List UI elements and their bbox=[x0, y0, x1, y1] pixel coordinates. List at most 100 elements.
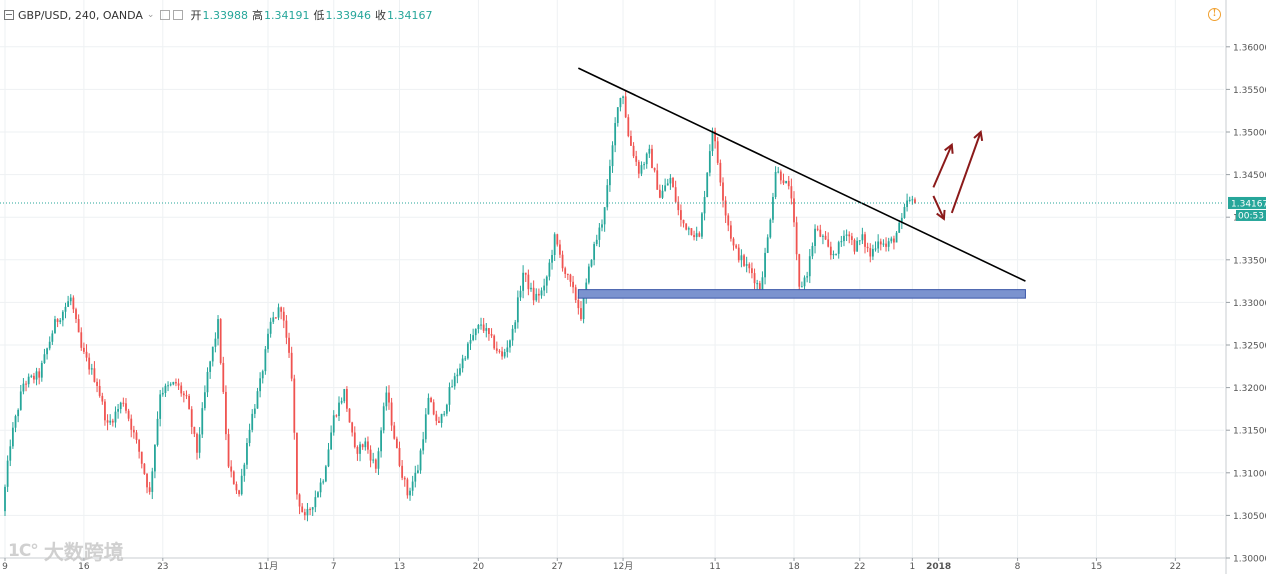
candle-body bbox=[227, 434, 230, 467]
candle-body bbox=[269, 321, 272, 334]
candle-body bbox=[80, 332, 83, 348]
candle-body bbox=[401, 465, 404, 478]
candle-body bbox=[130, 418, 133, 430]
candle-body bbox=[545, 276, 548, 286]
candle-body bbox=[609, 166, 611, 186]
candle-body bbox=[753, 273, 756, 284]
info-icon[interactable]: ! bbox=[1208, 8, 1221, 21]
candle-body bbox=[359, 444, 361, 454]
candle-body bbox=[309, 509, 311, 511]
candle-body bbox=[485, 328, 488, 331]
candle-body bbox=[864, 234, 866, 247]
candle-body bbox=[480, 324, 482, 326]
candle-body bbox=[161, 392, 164, 395]
candle-body bbox=[377, 451, 380, 469]
candle-body bbox=[580, 308, 582, 320]
candle-body bbox=[364, 441, 367, 448]
candle-body bbox=[624, 96, 627, 118]
candle-body bbox=[551, 255, 553, 263]
candle-body bbox=[11, 427, 14, 447]
time-tick-label: 22 bbox=[1170, 562, 1181, 572]
candle-body bbox=[290, 352, 293, 379]
candle-body bbox=[743, 255, 745, 266]
low-label: 低 bbox=[313, 9, 325, 22]
close-box-icon[interactable] bbox=[173, 10, 184, 20]
candle-body bbox=[432, 402, 435, 415]
candle-body bbox=[4, 486, 6, 512]
time-tick-label: 9 bbox=[2, 562, 8, 572]
high-label: 高 bbox=[251, 9, 263, 22]
candle-body bbox=[587, 266, 590, 283]
candle-body bbox=[893, 238, 895, 243]
candle-body bbox=[385, 392, 388, 407]
candle-body bbox=[445, 404, 448, 414]
candle-body bbox=[853, 239, 856, 252]
symbol-label[interactable]: GBP/USD, 240, OANDA bbox=[18, 8, 143, 22]
candle-body bbox=[311, 507, 314, 510]
candle-body bbox=[566, 273, 569, 275]
last-price-tag: 1.34167 00:53 bbox=[1228, 196, 1266, 221]
candle-body bbox=[203, 392, 206, 409]
candle-body bbox=[351, 422, 354, 433]
candle-body bbox=[811, 245, 814, 257]
candle-body bbox=[648, 148, 651, 154]
candle-body bbox=[559, 244, 561, 255]
candle-body bbox=[159, 394, 162, 419]
chevron-down-icon[interactable]: ⌄ bbox=[146, 10, 155, 20]
time-tick-label: 11月 bbox=[258, 561, 278, 572]
candle-body bbox=[732, 238, 735, 246]
candle-body bbox=[314, 497, 317, 508]
candle-body bbox=[740, 255, 743, 261]
candle-body bbox=[56, 319, 59, 322]
candle-body bbox=[527, 274, 530, 290]
candle-body bbox=[409, 490, 411, 496]
drawings bbox=[0, 67, 1224, 299]
candle-body bbox=[225, 391, 227, 435]
candle-body bbox=[577, 299, 580, 309]
candle-body bbox=[30, 375, 33, 377]
candle-body bbox=[814, 228, 816, 246]
candle-body bbox=[666, 183, 669, 186]
candle-body bbox=[122, 402, 125, 404]
candle-body bbox=[827, 239, 830, 247]
candle-body bbox=[298, 494, 301, 507]
candle-body bbox=[493, 335, 496, 349]
candle-body bbox=[795, 222, 798, 255]
candle-body bbox=[837, 242, 840, 254]
candle-body bbox=[340, 401, 343, 403]
candle-body bbox=[214, 338, 217, 347]
candle-body bbox=[869, 248, 872, 257]
candle-body bbox=[248, 429, 251, 443]
candle-body bbox=[658, 189, 661, 198]
candle-body bbox=[196, 433, 198, 453]
price-tick-label: 1.32000 bbox=[1233, 384, 1266, 394]
candle-body bbox=[211, 346, 214, 362]
candle-body bbox=[75, 309, 77, 320]
candle-body bbox=[48, 341, 51, 349]
candle-body bbox=[848, 234, 851, 237]
forecast-arrowhead-3 bbox=[973, 130, 984, 142]
collapse-icon[interactable] bbox=[4, 10, 14, 20]
candle-body bbox=[403, 477, 406, 480]
time-tick-label: 23 bbox=[157, 562, 168, 572]
candle-body bbox=[751, 268, 753, 274]
candle-body bbox=[156, 418, 159, 445]
price-tick-label: 1.30000 bbox=[1233, 555, 1266, 565]
candle-body bbox=[490, 333, 493, 336]
candle-body bbox=[330, 432, 333, 450]
candle-body bbox=[335, 415, 338, 417]
candle-body bbox=[246, 442, 248, 465]
candle-body bbox=[374, 459, 377, 469]
candle-body bbox=[25, 383, 27, 385]
candle-body bbox=[40, 363, 43, 378]
time-tick-label: 13 bbox=[394, 562, 405, 572]
time-tick-label: 12月 bbox=[613, 561, 633, 572]
candle-body bbox=[708, 151, 711, 173]
support-zone bbox=[577, 289, 1026, 299]
candle-body bbox=[866, 246, 869, 249]
candle-body bbox=[417, 470, 419, 473]
settings-box-icon[interactable] bbox=[160, 10, 171, 20]
time-tick-label: 16 bbox=[78, 562, 90, 572]
candle-body bbox=[898, 222, 901, 233]
